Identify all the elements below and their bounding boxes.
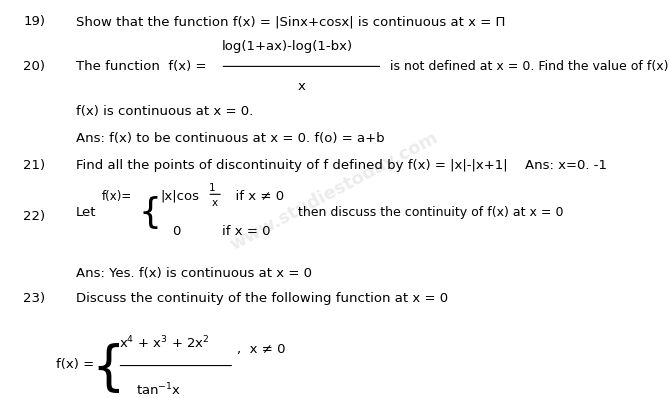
Text: www.studiestoday.com: www.studiestoday.com xyxy=(227,129,442,254)
Text: 0: 0 xyxy=(173,225,181,238)
Text: Ans: x=0. -1: Ans: x=0. -1 xyxy=(524,159,607,172)
Text: ,  x ≠ 0: , x ≠ 0 xyxy=(237,343,286,356)
Text: Find all the points of discontinuity of f defined by f(x) = |x|-|x+1|: Find all the points of discontinuity of … xyxy=(76,159,507,172)
Text: |x|cos: |x|cos xyxy=(161,190,200,203)
Text: f(x)=: f(x)= xyxy=(102,190,132,203)
Text: 22): 22) xyxy=(23,210,45,223)
Text: x: x xyxy=(212,198,218,208)
Text: 23): 23) xyxy=(23,292,45,305)
Text: if x ≠ 0: if x ≠ 0 xyxy=(227,190,284,203)
Text: log(1+ax)-log(1-bx): log(1+ax)-log(1-bx) xyxy=(221,40,353,53)
Text: then discuss the continuity of f(x) at x = 0: then discuss the continuity of f(x) at x… xyxy=(298,206,564,219)
Text: 21): 21) xyxy=(23,159,45,172)
Text: x: x xyxy=(298,80,306,93)
Text: if x = 0: if x = 0 xyxy=(205,225,271,238)
Text: Show that the function f(x) = |Sinx+cosx| is continuous at x = Π: Show that the function f(x) = |Sinx+cosx… xyxy=(76,15,505,28)
Text: 1: 1 xyxy=(209,183,215,193)
Text: Let: Let xyxy=(76,206,96,219)
Text: {: { xyxy=(92,343,125,395)
Text: tan$^{-1}$x: tan$^{-1}$x xyxy=(136,382,181,398)
Text: 20): 20) xyxy=(23,60,45,73)
Text: is not defined at x = 0. Find the value of f(x) so that: is not defined at x = 0. Find the value … xyxy=(385,60,669,73)
Text: {: { xyxy=(138,196,161,230)
Text: The function  f(x) =: The function f(x) = xyxy=(76,60,206,73)
Text: Ans: Yes. f(x) is continuous at x = 0: Ans: Yes. f(x) is continuous at x = 0 xyxy=(76,267,312,280)
Text: f(x) is continuous at x = 0.: f(x) is continuous at x = 0. xyxy=(76,105,253,118)
Text: Ans: f(x) to be continuous at x = 0. f(o) = a+b: Ans: f(x) to be continuous at x = 0. f(o… xyxy=(76,132,384,145)
Text: x$^4$ + x$^3$ + 2x$^2$: x$^4$ + x$^3$ + 2x$^2$ xyxy=(120,335,210,351)
Text: f(x) =: f(x) = xyxy=(56,358,94,371)
Text: 19): 19) xyxy=(23,15,45,28)
Text: Discuss the continuity of the following function at x = 0: Discuss the continuity of the following … xyxy=(76,292,448,305)
